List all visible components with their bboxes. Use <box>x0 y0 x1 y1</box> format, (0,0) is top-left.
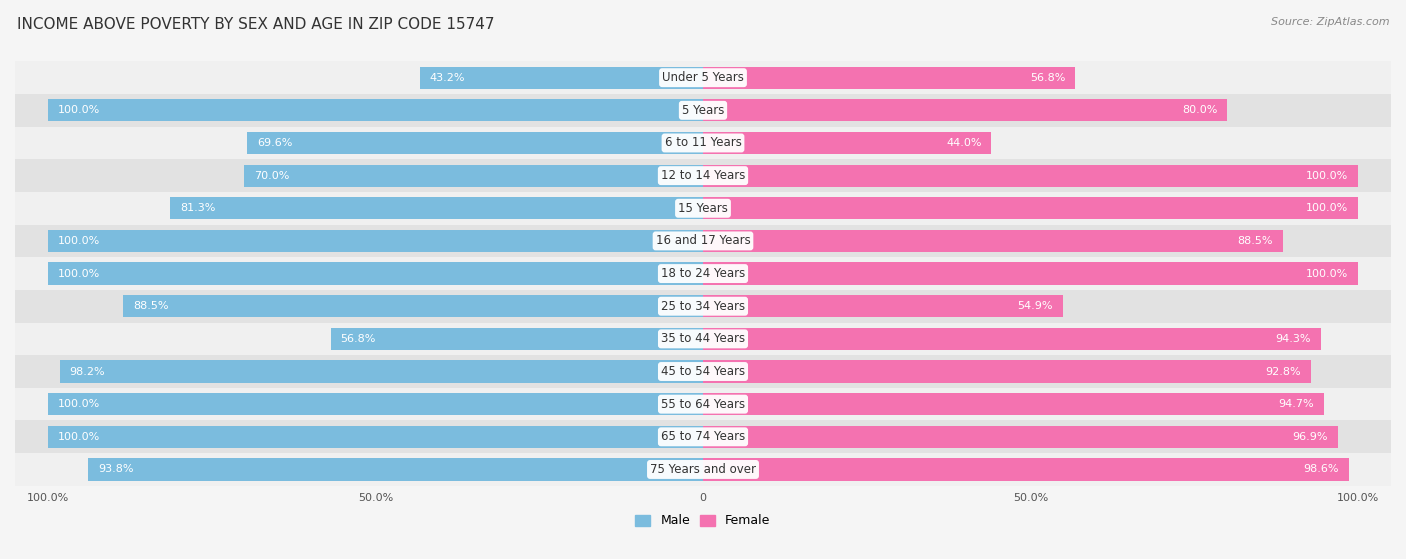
Bar <box>48 263 703 285</box>
Text: 70.0%: 70.0% <box>254 170 290 181</box>
Bar <box>15 453 1391 486</box>
Bar <box>15 355 1391 388</box>
Bar <box>703 197 1358 219</box>
Bar <box>15 388 1391 420</box>
Text: 100.0%: 100.0% <box>58 399 100 409</box>
Text: 100.0%: 100.0% <box>58 432 100 442</box>
Bar <box>703 263 1358 285</box>
Text: INCOME ABOVE POVERTY BY SEX AND AGE IN ZIP CODE 15747: INCOME ABOVE POVERTY BY SEX AND AGE IN Z… <box>17 17 495 32</box>
Text: Source: ZipAtlas.com: Source: ZipAtlas.com <box>1271 17 1389 27</box>
Bar <box>15 61 1391 94</box>
Bar <box>703 361 1310 382</box>
Bar <box>703 67 1076 89</box>
Text: 65 to 74 Years: 65 to 74 Years <box>661 430 745 443</box>
Bar <box>59 361 703 382</box>
Text: 44.0%: 44.0% <box>946 138 981 148</box>
Text: 55 to 64 Years: 55 to 64 Years <box>661 397 745 411</box>
Bar <box>703 100 1227 121</box>
Text: 100.0%: 100.0% <box>1306 170 1348 181</box>
Bar <box>330 328 703 350</box>
Bar <box>703 426 1339 448</box>
Text: 96.9%: 96.9% <box>1292 432 1329 442</box>
Bar <box>170 197 703 219</box>
Text: 100.0%: 100.0% <box>58 105 100 115</box>
Text: Under 5 Years: Under 5 Years <box>662 71 744 84</box>
Bar <box>15 290 1391 323</box>
Text: 25 to 34 Years: 25 to 34 Years <box>661 300 745 312</box>
Bar <box>247 132 703 154</box>
Bar <box>15 94 1391 127</box>
Text: 88.5%: 88.5% <box>1237 236 1272 246</box>
Text: 12 to 14 Years: 12 to 14 Years <box>661 169 745 182</box>
Bar <box>703 458 1350 481</box>
Text: 100.0%: 100.0% <box>1306 203 1348 214</box>
Text: 100.0%: 100.0% <box>58 236 100 246</box>
Text: 54.9%: 54.9% <box>1018 301 1053 311</box>
Bar <box>48 100 703 121</box>
Bar <box>15 420 1391 453</box>
Text: 35 to 44 Years: 35 to 44 Years <box>661 333 745 345</box>
Legend: Male, Female: Male, Female <box>630 509 776 533</box>
Bar <box>15 323 1391 355</box>
Bar <box>420 67 703 89</box>
Text: 69.6%: 69.6% <box>257 138 292 148</box>
Text: 93.8%: 93.8% <box>98 465 134 475</box>
Text: 81.3%: 81.3% <box>180 203 215 214</box>
Bar <box>89 458 703 481</box>
Bar <box>124 295 703 318</box>
Bar <box>15 127 1391 159</box>
Bar <box>15 159 1391 192</box>
Bar <box>703 132 991 154</box>
Bar <box>703 295 1063 318</box>
Text: 43.2%: 43.2% <box>430 73 465 83</box>
Bar <box>15 257 1391 290</box>
Bar <box>245 164 703 187</box>
Text: 98.2%: 98.2% <box>69 367 105 377</box>
Bar <box>15 192 1391 225</box>
Bar <box>48 393 703 415</box>
Bar <box>703 230 1282 252</box>
Text: 56.8%: 56.8% <box>340 334 375 344</box>
Text: 18 to 24 Years: 18 to 24 Years <box>661 267 745 280</box>
Text: 15 Years: 15 Years <box>678 202 728 215</box>
Text: 5 Years: 5 Years <box>682 104 724 117</box>
Bar <box>703 164 1358 187</box>
Bar <box>48 426 703 448</box>
Text: 45 to 54 Years: 45 to 54 Years <box>661 365 745 378</box>
Text: 94.7%: 94.7% <box>1278 399 1313 409</box>
Text: 100.0%: 100.0% <box>58 268 100 278</box>
Text: 75 Years and over: 75 Years and over <box>650 463 756 476</box>
Text: 94.3%: 94.3% <box>1275 334 1310 344</box>
Text: 88.5%: 88.5% <box>134 301 169 311</box>
Text: 92.8%: 92.8% <box>1265 367 1301 377</box>
Bar <box>48 230 703 252</box>
Text: 6 to 11 Years: 6 to 11 Years <box>665 136 741 149</box>
Text: 100.0%: 100.0% <box>1306 268 1348 278</box>
Text: 80.0%: 80.0% <box>1182 105 1218 115</box>
Text: 98.6%: 98.6% <box>1303 465 1340 475</box>
Text: 16 and 17 Years: 16 and 17 Years <box>655 234 751 248</box>
Bar <box>703 393 1323 415</box>
Bar <box>15 225 1391 257</box>
Bar <box>703 328 1320 350</box>
Text: 56.8%: 56.8% <box>1031 73 1066 83</box>
